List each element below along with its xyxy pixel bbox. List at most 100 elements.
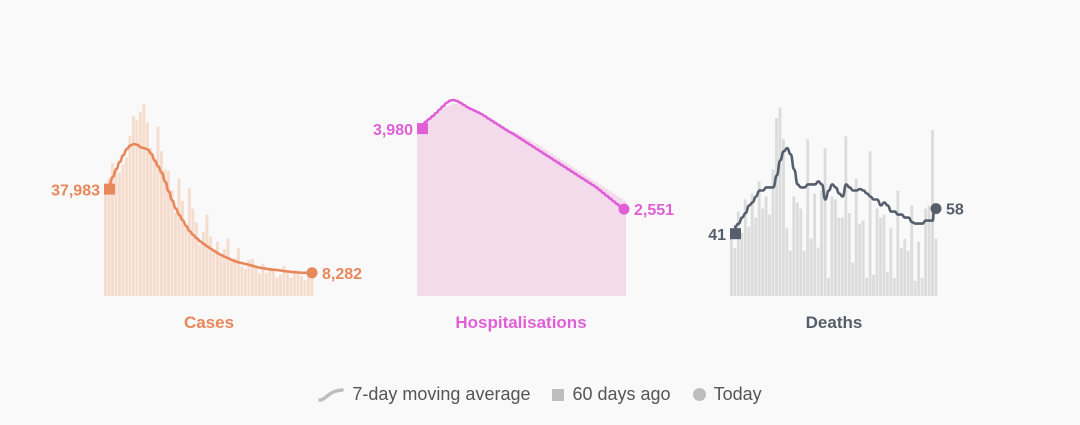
bar — [142, 104, 146, 296]
bar — [917, 241, 921, 296]
bar — [924, 208, 927, 296]
circle-marker-icon — [692, 388, 706, 401]
bar — [139, 111, 142, 296]
bar — [156, 126, 160, 296]
today-marker — [930, 203, 942, 215]
bar — [107, 178, 111, 296]
bar — [813, 193, 817, 296]
moving-average-line — [420, 98, 624, 211]
bar — [844, 136, 848, 296]
today-marker — [306, 267, 318, 279]
bar — [300, 276, 303, 296]
chart-2: 41 58 Deaths — [708, 107, 964, 332]
bar — [868, 151, 872, 296]
bar — [184, 225, 188, 296]
start-value-label: 41 — [708, 227, 726, 244]
bar — [146, 122, 149, 297]
bar — [799, 208, 803, 296]
bar — [125, 157, 128, 296]
bar — [830, 196, 834, 296]
bar — [750, 193, 754, 296]
bar — [170, 190, 174, 296]
bar — [858, 223, 862, 296]
bar — [906, 250, 910, 296]
bar — [775, 118, 778, 296]
bar — [282, 266, 286, 296]
square-marker-icon — [552, 388, 565, 401]
bar — [111, 163, 114, 296]
bar — [132, 115, 135, 297]
legend-sixty-days-label: 60 days ago — [572, 384, 671, 404]
legend-sixty-days: 60 days ago — [552, 384, 671, 405]
bar — [195, 222, 198, 296]
bar — [307, 273, 310, 296]
bar — [247, 259, 251, 296]
end-value-label: 2,551 — [634, 202, 674, 219]
chart-1: 3,980 2,551 Hospitalisations — [373, 98, 674, 332]
bar — [188, 188, 191, 296]
legend-moving-average: 7-day moving average — [318, 384, 530, 405]
bar — [163, 169, 167, 296]
bar — [875, 208, 879, 296]
bar — [177, 178, 181, 296]
bar — [135, 119, 139, 296]
bar — [149, 148, 153, 296]
bar — [782, 139, 785, 296]
legend-today: Today — [692, 384, 762, 405]
bar — [286, 271, 289, 296]
bar — [788, 250, 792, 296]
bar — [289, 277, 293, 296]
bar — [733, 247, 737, 296]
bar — [275, 277, 279, 296]
bar — [802, 250, 806, 296]
start-value-label: 37,983 — [51, 183, 100, 200]
bar — [279, 274, 282, 296]
bar — [181, 200, 184, 296]
bar — [809, 238, 813, 296]
bar — [303, 280, 307, 296]
bar — [216, 241, 219, 296]
bar — [785, 228, 789, 296]
bar — [934, 238, 938, 296]
bar — [261, 263, 265, 296]
bar — [754, 217, 758, 296]
bar — [219, 256, 223, 296]
bar — [903, 238, 907, 296]
chart-0: 37,983 8,282 Cases — [51, 104, 362, 332]
bar — [310, 271, 314, 296]
bar — [268, 270, 272, 296]
bar — [889, 228, 893, 296]
bar — [886, 271, 889, 296]
end-value-label: 8,282 — [322, 266, 362, 283]
bar — [820, 190, 823, 296]
bar — [736, 211, 740, 296]
bar — [837, 217, 841, 296]
bar — [747, 226, 751, 296]
start-value-label: 3,980 — [373, 122, 413, 139]
bar — [827, 277, 830, 296]
bar — [114, 169, 118, 296]
bar — [768, 214, 771, 296]
bar — [191, 208, 195, 296]
area-fill — [417, 103, 626, 297]
end-value-label: 58 — [946, 202, 964, 219]
bar — [167, 170, 170, 296]
bar — [202, 231, 205, 296]
bar — [233, 258, 237, 296]
bar — [847, 213, 851, 296]
bar — [879, 217, 882, 296]
bar — [205, 214, 209, 296]
bar — [834, 199, 837, 296]
bar — [892, 277, 896, 296]
bar — [795, 202, 799, 296]
bar — [851, 262, 855, 296]
bar — [743, 199, 747, 296]
sixty-days-ago-marker — [104, 183, 115, 195]
chart-title: Deaths — [806, 313, 863, 332]
bar — [226, 238, 230, 296]
bar — [230, 261, 233, 296]
bar — [854, 178, 858, 296]
bar — [882, 214, 886, 296]
bar — [823, 148, 827, 296]
today-marker — [618, 203, 630, 215]
